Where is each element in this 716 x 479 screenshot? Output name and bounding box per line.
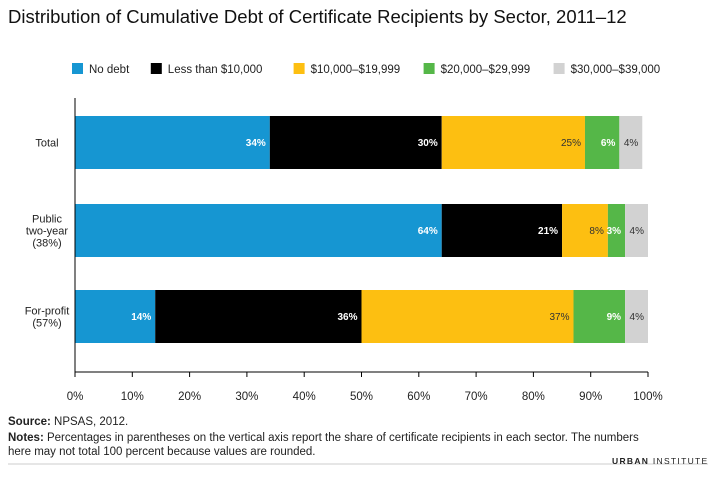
category-label-1-1: Total: [35, 138, 58, 150]
category-label-2-1: Public: [32, 214, 62, 226]
data-label-2-1: 64%: [418, 226, 438, 237]
bar-segment-3-5: [625, 290, 648, 343]
notes: Notes: Percentages in parentheses on the…: [8, 431, 648, 459]
data-label-1-3: 25%: [561, 138, 581, 149]
x-tick-label-1: 0%: [67, 391, 84, 403]
data-label-1-1: 34%: [246, 138, 266, 149]
legend-label-4: $20,000–$29,999: [441, 64, 531, 76]
notes-text: Percentages in parentheses on the vertic…: [8, 432, 639, 458]
x-tick-label-6: 50%: [350, 391, 373, 403]
bar-segment-2-4: [607, 204, 626, 257]
category-label-2-2: two-year: [26, 226, 69, 238]
bar-segment-2-3: [562, 204, 608, 257]
legend-label-2: Less than $10,000: [168, 64, 263, 76]
bar-segment-2-5: [625, 204, 648, 257]
data-label-3-4: 9%: [607, 312, 622, 323]
legend-swatch-1: [72, 63, 83, 74]
bar-segment-1-5: [619, 116, 643, 169]
source-label: Source:: [8, 416, 51, 428]
brand-part-2: INSTITUTE: [649, 456, 709, 466]
bar-segment-1-1: [75, 116, 270, 169]
bar-segment-1-4: [584, 116, 620, 169]
legend-label-3: $10,000–$19,999: [311, 64, 401, 76]
bar-segment-3-2: [155, 290, 362, 343]
category-label-3-2: (57%): [32, 318, 61, 330]
x-tick-label-4: 30%: [235, 391, 258, 403]
data-label-1-2: 30%: [418, 138, 438, 149]
category-label-3-1: For-profit: [25, 306, 70, 318]
source-note: Source: NPSAS, 2012.: [8, 416, 128, 428]
legend-swatch-4: [423, 63, 435, 74]
bar-segment-2-2: [441, 204, 563, 257]
data-label-1-5: 4%: [624, 138, 639, 149]
brand-part-1: URBAN: [612, 456, 650, 466]
chart-title: Distribution of Cumulative Debt of Certi…: [8, 6, 627, 27]
x-tick-label-11: 100%: [633, 391, 662, 403]
bar-segment-2-1: [75, 204, 442, 257]
data-label-2-2: 21%: [538, 226, 558, 237]
data-label-3-2: 36%: [337, 312, 357, 323]
data-label-2-4: 3%: [607, 226, 622, 237]
x-tick-label-2: 10%: [121, 391, 144, 403]
x-tick-label-8: 70%: [465, 391, 488, 403]
data-label-3-3: 37%: [549, 312, 569, 323]
bar-segment-3-1: [75, 290, 156, 343]
data-label-3-1: 14%: [131, 312, 151, 323]
bar-segment-1-2: [269, 116, 442, 169]
bar-segment-3-4: [573, 290, 626, 343]
x-tick-label-7: 60%: [407, 391, 430, 403]
brand-logo: URBAN INSTITUTE: [612, 456, 708, 466]
legend-label-1: No debt: [89, 64, 130, 76]
data-label-3-5: 4%: [630, 312, 645, 323]
x-tick-label-3: 20%: [178, 391, 201, 403]
x-tick-label-5: 40%: [293, 391, 316, 403]
x-tick-label-10: 90%: [579, 391, 602, 403]
legend-swatch-5: [553, 63, 565, 74]
bar-segment-1-3: [441, 116, 585, 169]
data-label-2-3: 8%: [589, 226, 604, 237]
legend-swatch-2: [150, 63, 162, 74]
data-label-2-5: 4%: [630, 226, 645, 237]
bar-segment-3-3: [361, 290, 574, 343]
category-label-2-3: (38%): [32, 238, 61, 250]
x-tick-label-9: 80%: [522, 391, 545, 403]
notes-label: Notes:: [8, 432, 44, 444]
data-label-1-4: 6%: [601, 138, 616, 149]
legend-label-5: $30,000–$39,000: [571, 64, 661, 76]
legend-swatch-3: [293, 63, 305, 74]
source-text: NPSAS, 2012.: [50, 416, 129, 428]
